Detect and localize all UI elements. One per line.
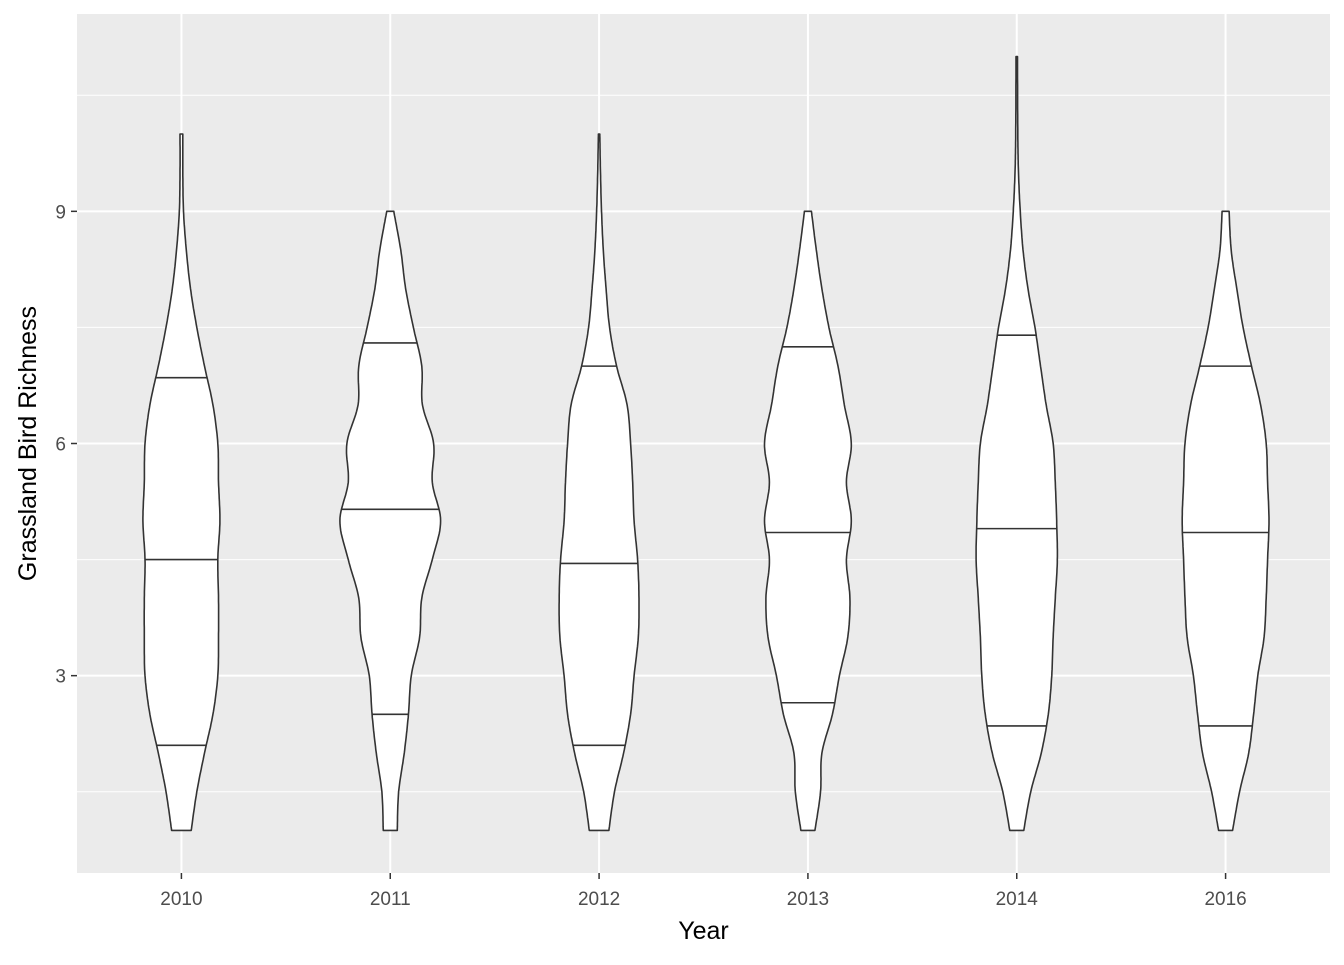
grid-minor: [77, 94, 1330, 793]
violin-2012: [558, 133, 640, 832]
violin-group: [1181, 210, 1270, 832]
x-tick-label: 2013: [787, 889, 829, 910]
violin-2013: [763, 210, 853, 832]
x-axis: 2010 2011 2012 2013 2014 2016: [160, 873, 1247, 910]
y-tick-label: 3: [55, 667, 66, 688]
x-tick-label: 2012: [578, 889, 620, 910]
violin-2011: [339, 210, 442, 832]
x-tick-label: 2010: [160, 889, 202, 910]
x-tick-label: 2016: [1204, 889, 1246, 910]
y-axis: 3 6 9: [55, 202, 77, 688]
y-tick-label: 6: [55, 435, 66, 456]
x-tick-label: 2014: [996, 889, 1039, 910]
violin-2010: [142, 133, 221, 832]
x-tick-label: 2011: [370, 889, 411, 910]
violin-group: [763, 210, 853, 832]
violin-group: [339, 210, 442, 832]
x-axis-title: Year: [678, 917, 729, 945]
y-axis-title: Grassland Bird Richness: [14, 306, 42, 581]
violin-group: [142, 133, 221, 832]
violin-group: [975, 55, 1059, 832]
violin-group: [558, 133, 640, 832]
violin-series: [142, 55, 1270, 832]
y-tick-label: 9: [55, 202, 66, 223]
violin-2014: [975, 55, 1059, 832]
